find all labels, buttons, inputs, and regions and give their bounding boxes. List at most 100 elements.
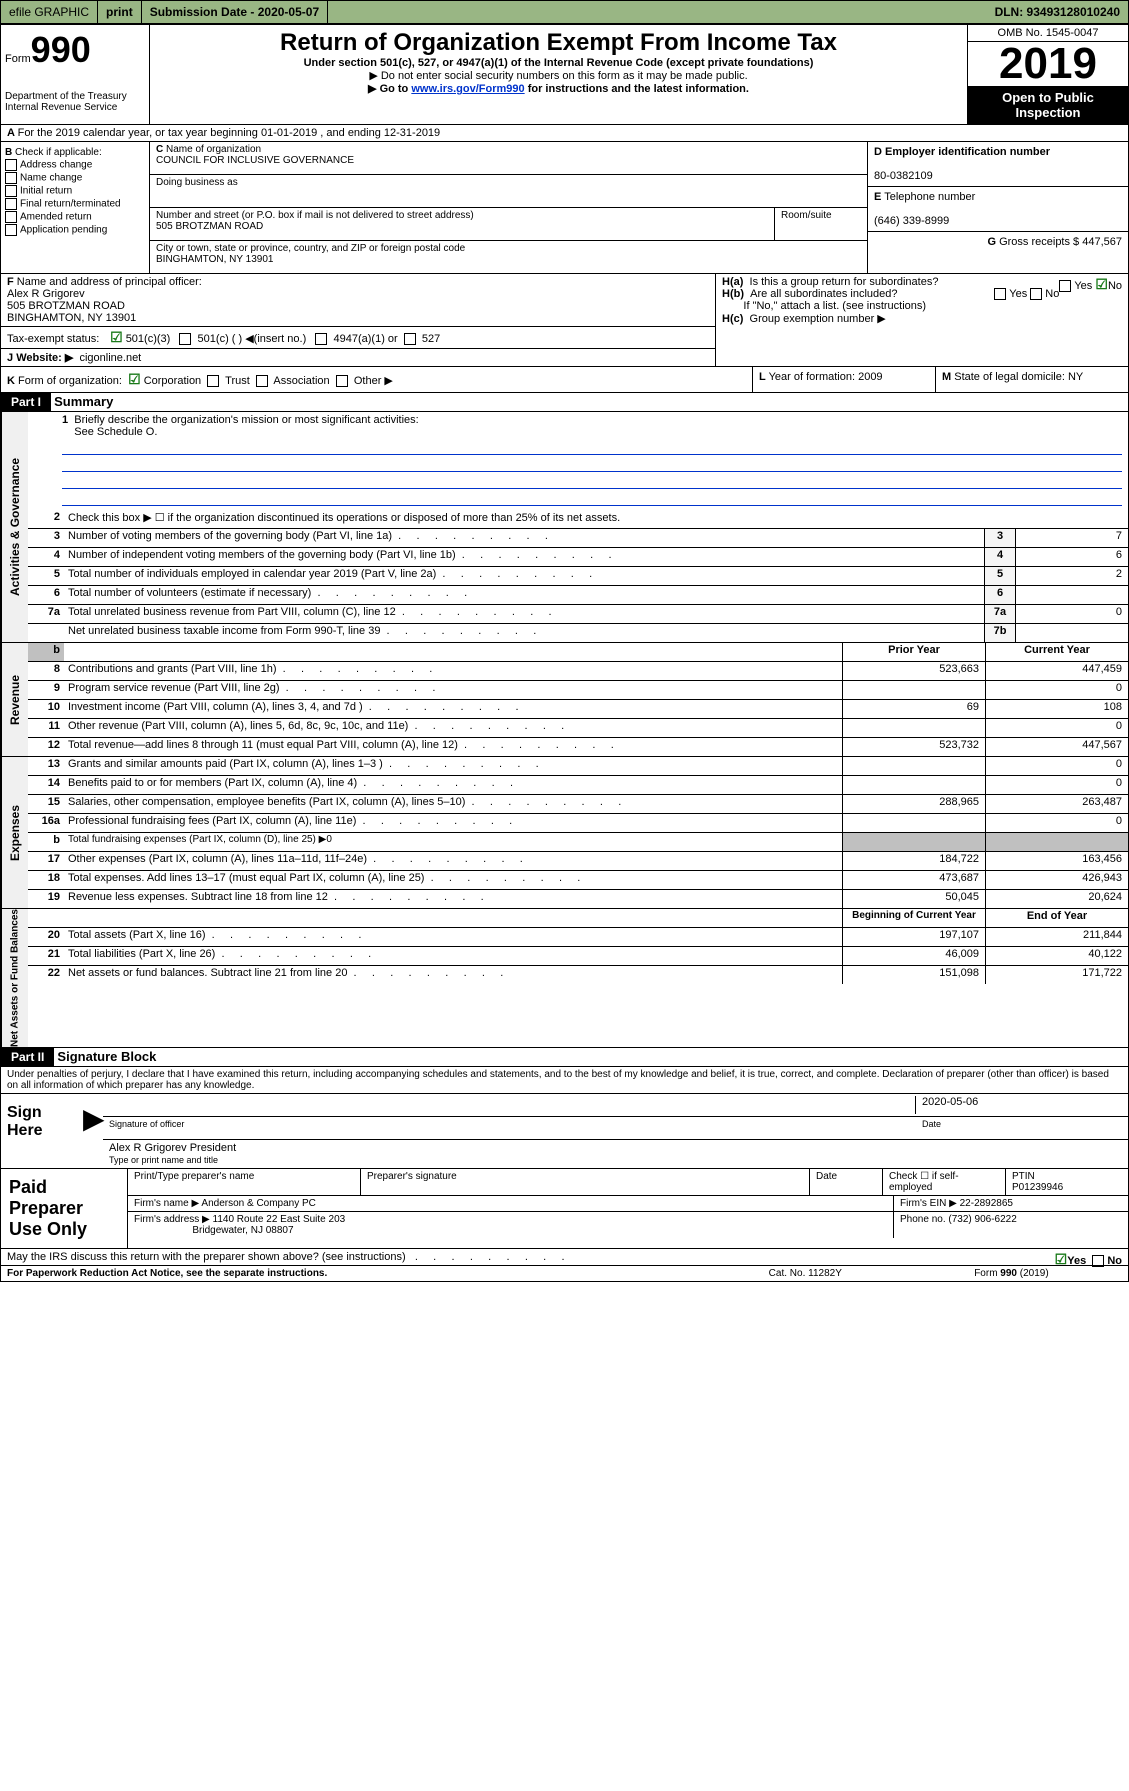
table-row: 20Total assets (Part X, line 16)197,1072…: [28, 928, 1128, 947]
chk-4947[interactable]: 4947(a)(1) or: [334, 333, 398, 345]
chk-corp[interactable]: Corporation: [144, 375, 201, 387]
table-row: 13Grants and similar amounts paid (Part …: [28, 757, 1128, 776]
paid-preparer-label: Paid Preparer Use Only: [1, 1169, 128, 1248]
dln: DLN: 93493128010240: [987, 1, 1128, 23]
chk-assoc[interactable]: Association: [273, 375, 329, 387]
chk-address[interactable]: Address change: [20, 160, 92, 171]
line6: Total number of volunteers (estimate if …: [64, 586, 984, 604]
chk-other[interactable]: Other ▶: [354, 375, 393, 387]
table-row: 17Other expenses (Part IX, column (A), l…: [28, 852, 1128, 871]
tax-year: 2019: [968, 42, 1128, 86]
line4: Number of independent voting members of …: [64, 548, 984, 566]
efile-label: efile GRAPHIC: [1, 1, 98, 23]
state-domicile: NY: [1068, 371, 1083, 383]
chk-527[interactable]: 527: [422, 333, 440, 345]
table-row: 14Benefits paid to or for members (Part …: [28, 776, 1128, 795]
table-row: 10Investment income (Part VIII, column (…: [28, 700, 1128, 719]
tax-status-label: Tax-exempt status:: [7, 333, 107, 345]
gross-receipts: 447,567: [1082, 236, 1122, 248]
h-a: Is this a group return for subordinates?: [750, 276, 939, 288]
submission-date: Submission Date - 2020-05-07: [142, 1, 328, 23]
table-row: 12Total revenue—add lines 8 through 11 (…: [28, 738, 1128, 756]
chk-amended[interactable]: Amended return: [20, 212, 92, 223]
line7b: Net unrelated business taxable income fr…: [64, 624, 984, 642]
side-netassets: Net Assets or Fund Balances: [1, 909, 28, 1047]
year-formation: 2009: [858, 371, 882, 383]
side-governance: Activities & Governance: [1, 412, 28, 642]
table-row: 22Net assets or fund balances. Subtract …: [28, 966, 1128, 984]
line3: Number of voting members of the governin…: [64, 529, 984, 547]
side-expenses: Expenses: [1, 757, 28, 908]
part2-header: Part II: [1, 1048, 54, 1066]
chk-self-employed[interactable]: Check ☐ if self-employed: [883, 1169, 1006, 1195]
discuss-question: May the IRS discuss this return with the…: [7, 1251, 406, 1263]
chk-initial[interactable]: Initial return: [20, 186, 72, 197]
open-public: Open to Public Inspection: [968, 86, 1128, 124]
org-name: COUNCIL FOR INCLUSIVE GOVERNANCE: [156, 155, 354, 166]
officer-name: Alex R Grigorev: [7, 288, 85, 300]
part1-title: Summary: [54, 394, 113, 409]
firm-phone: (732) 906-6222: [948, 1214, 1016, 1225]
mission: See Schedule O.: [74, 426, 157, 438]
topbar: efile GRAPHIC print Submission Date - 20…: [0, 0, 1129, 24]
table-row: 9Program service revenue (Part VIII, lin…: [28, 681, 1128, 700]
row-a: A For the 2019 calendar year, or tax yea…: [1, 125, 1128, 142]
ein: 80-0382109: [874, 170, 933, 182]
perjury-declaration: Under penalties of perjury, I declare th…: [1, 1067, 1128, 1094]
dept-treasury: Department of the Treasury: [5, 91, 145, 102]
form-note1: ▶ Do not enter social security numbers o…: [158, 69, 959, 82]
table-row: 19Revenue less expenses. Subtract line 1…: [28, 890, 1128, 908]
table-row: 11Other revenue (Part VIII, column (A), …: [28, 719, 1128, 738]
chk-final[interactable]: Final return/terminated: [20, 199, 121, 210]
part2-title: Signature Block: [57, 1049, 156, 1064]
h-c: Group exemption number ▶: [750, 313, 886, 325]
irs-link[interactable]: www.irs.gov/Form990: [411, 83, 524, 95]
table-row: 15Salaries, other compensation, employee…: [28, 795, 1128, 814]
header-right: OMB No. 1545-0047 2019 Open to Public In…: [967, 25, 1128, 124]
cat-no: Cat. No. 11282Y: [769, 1268, 919, 1279]
line7a: Total unrelated business revenue from Pa…: [64, 605, 984, 623]
ptin: P01239946: [1012, 1182, 1063, 1193]
firm-name: Anderson & Company PC: [201, 1198, 316, 1209]
room-suite: Room/suite: [774, 208, 867, 241]
prep-name-label: Print/Type preparer's name: [128, 1169, 361, 1195]
table-row: 21Total liabilities (Part X, line 26)46,…: [28, 947, 1128, 966]
firm-addr: 1140 Route 22 East Suite 203: [213, 1214, 346, 1225]
city-state-zip: BINGHAMTON, NY 13901: [156, 254, 273, 265]
sign-here: Sign Here: [1, 1094, 83, 1168]
prep-sig-label: Preparer's signature: [361, 1169, 810, 1195]
form-subtitle: Under section 501(c), 527, or 4947(a)(1)…: [158, 57, 959, 69]
dba: Doing business as: [150, 175, 867, 208]
h-b: Are all subordinates included?: [750, 288, 897, 300]
header-center: Return of Organization Exempt From Incom…: [150, 25, 967, 124]
form-id-box: Form990 Department of the Treasury Inter…: [1, 25, 150, 124]
print-label: print: [106, 5, 133, 19]
line2: Check this box ▶ ☐ if the organization d…: [64, 510, 1128, 528]
table-row: bTotal fundraising expenses (Part IX, co…: [28, 833, 1128, 852]
chk-501c3[interactable]: 501(c)(3): [126, 333, 171, 345]
firm-ein: 22-2892865: [960, 1198, 1013, 1209]
paperwork-notice: For Paperwork Reduction Act Notice, see …: [7, 1268, 327, 1279]
dept-irs: Internal Revenue Service: [5, 102, 145, 113]
print-button[interactable]: print: [98, 1, 142, 23]
chk-trust[interactable]: Trust: [225, 375, 250, 387]
form-footer: Form 990 (2019): [919, 1268, 1049, 1279]
website[interactable]: cigonline.net: [79, 352, 141, 364]
chk-pending[interactable]: Application pending: [20, 225, 107, 236]
street-address: 505 BROTZMAN ROAD: [156, 221, 263, 232]
line5: Total number of individuals employed in …: [64, 567, 984, 585]
table-row: 16aProfessional fundraising fees (Part I…: [28, 814, 1128, 833]
table-row: 18Total expenses. Add lines 13–17 (must …: [28, 871, 1128, 890]
col-b-checks: B Check if applicable: Address change Na…: [1, 142, 150, 273]
part1-header: Part I: [1, 393, 51, 411]
phone: (646) 339-8999: [874, 215, 949, 227]
col-d: D Employer identification number80-03821…: [867, 142, 1128, 273]
form-page: Form990 Department of the Treasury Inter…: [0, 24, 1129, 1282]
form-note2: ▶ Go to www.irs.gov/Form990 for instruct…: [158, 82, 959, 95]
officer-print-name: Alex R Grigorev President: [109, 1142, 236, 1154]
form-title: Return of Organization Exempt From Incom…: [158, 29, 959, 57]
table-row: 8Contributions and grants (Part VIII, li…: [28, 662, 1128, 681]
chk-name[interactable]: Name change: [20, 173, 82, 184]
side-revenue: Revenue: [1, 643, 28, 756]
chk-501c[interactable]: 501(c) ( ) ◀(insert no.): [198, 333, 307, 345]
